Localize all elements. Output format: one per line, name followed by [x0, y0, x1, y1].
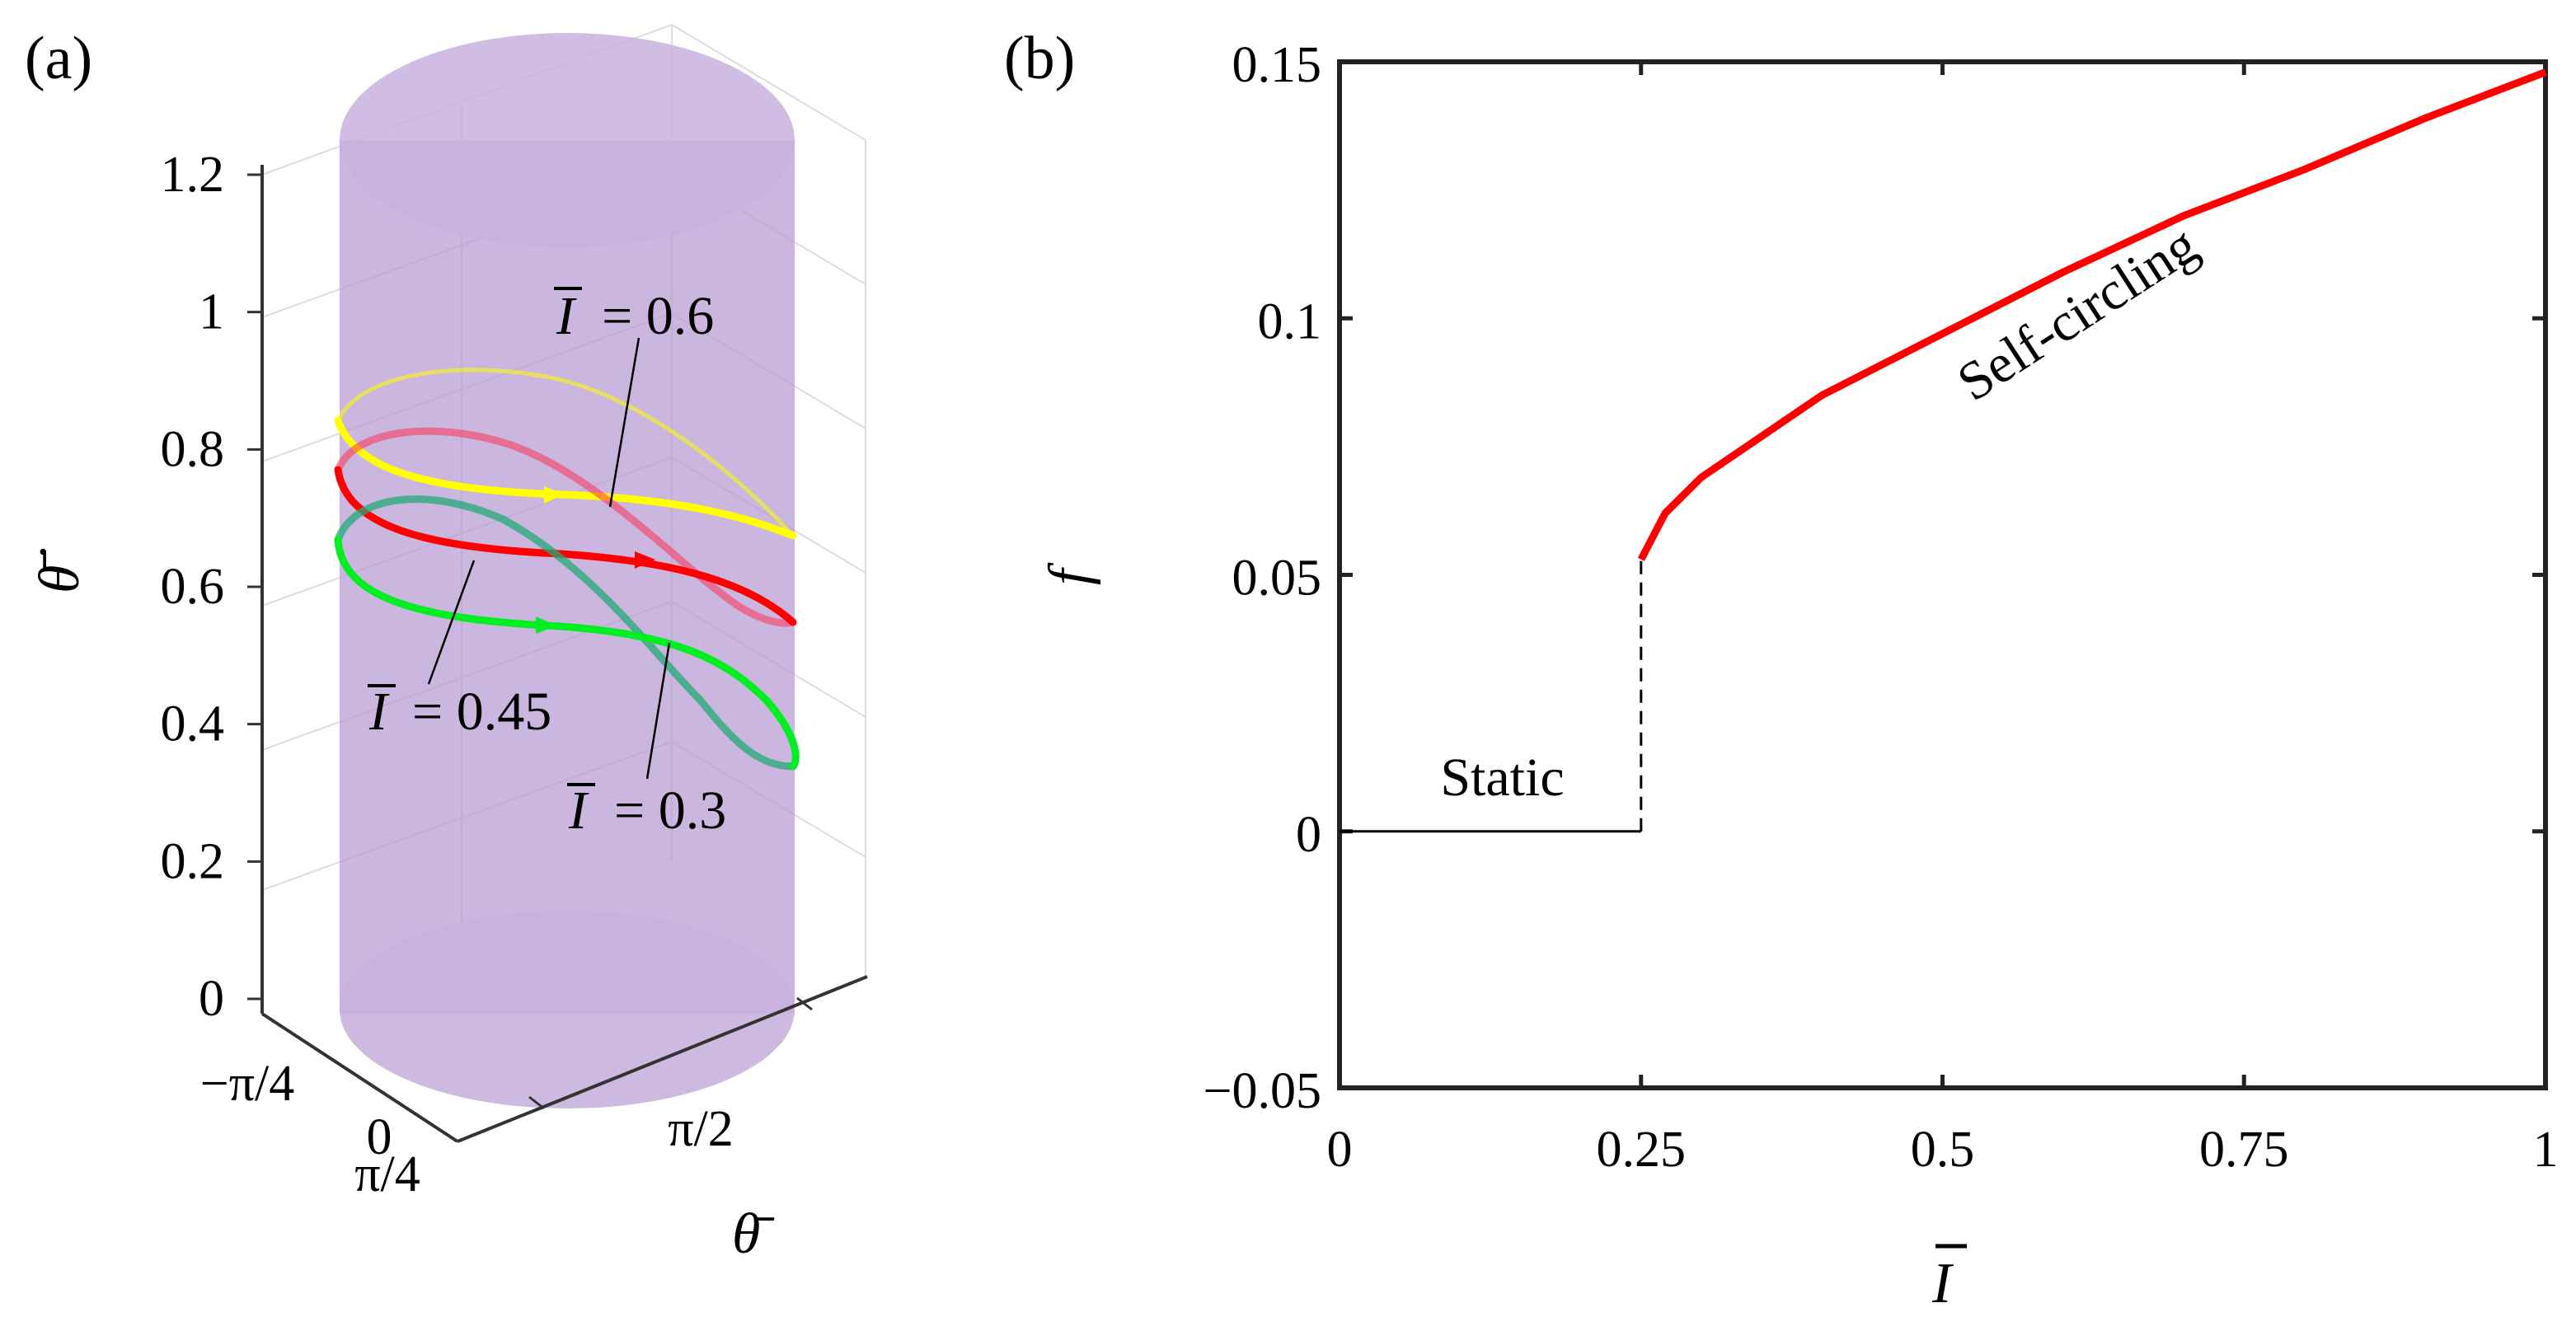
panel-b-label: (b) — [1004, 25, 1075, 92]
z-tick-label: 0.8 — [161, 421, 225, 477]
panel-a-3d-phase-plot: (a) — [25, 24, 868, 1266]
panel-b-series — [1340, 68, 2547, 833]
svg-text:I: I — [568, 780, 589, 841]
trajectory-back-i-0-6 — [335, 368, 795, 538]
panel-a-ticks: 00.20.40.60.811.2−π/40π/4π/2 — [161, 147, 813, 1202]
panel-b-xlabel: I — [1931, 1244, 1967, 1315]
panel-a-xlabel: θ̄ — [732, 1202, 775, 1266]
x-tick-label: 0 — [1327, 1122, 1353, 1178]
svg-text:I: I — [1931, 1252, 1954, 1315]
x-tick-mark — [528, 1095, 545, 1110]
panel-a-trajectories — [334, 368, 800, 771]
x-tick-label: 1 — [2533, 1122, 2559, 1178]
svg-text:= 0.3: = 0.3 — [614, 780, 726, 841]
arrow-i-0-45 — [635, 551, 655, 569]
y-tick-label: −π/4 — [200, 1056, 295, 1112]
label-i-0-45: I = 0.45 — [368, 682, 551, 742]
svg-text:= 0.6: = 0.6 — [602, 286, 714, 346]
y-tick-label: 0 — [1296, 807, 1321, 863]
panel-a-leader-lines — [427, 337, 671, 780]
svg-text:I: I — [368, 682, 390, 742]
series-self-circling — [1637, 68, 2547, 561]
cylinder-surface — [340, 33, 795, 1108]
panel-b-axes-box — [1337, 59, 2548, 1090]
svg-text:I: I — [556, 286, 577, 346]
y-tick-label: 0 — [367, 1109, 392, 1165]
label-i-0-3: I = 0.3 — [567, 780, 726, 841]
arrow-i-0-6 — [544, 486, 565, 504]
x-tick-label: π/2 — [668, 1101, 734, 1157]
z-tick-label: 0.6 — [161, 559, 225, 615]
y-tick-label: 0.1 — [1258, 293, 1322, 349]
z-tick-label: 1 — [199, 284, 224, 340]
x-tick-label: 0.75 — [2199, 1122, 2289, 1178]
x-tick-label: 0.25 — [1597, 1122, 1687, 1178]
trajectory-back-i-0-45 — [334, 427, 797, 627]
z-tick-label: 0.2 — [161, 833, 225, 889]
panel-a-label: (a) — [25, 25, 92, 92]
y-tick-label: 0.15 — [1232, 37, 1322, 93]
x-tick-label: 0.5 — [1911, 1122, 1975, 1178]
panel-a-ylabel: θ̄̇ — [28, 549, 91, 593]
y-tick-label: −0.05 — [1204, 1063, 1321, 1119]
y-tick-label: π/4 — [354, 1146, 420, 1202]
y-tick-label: 0.05 — [1232, 551, 1322, 607]
trajectory-back-i-0-3 — [334, 495, 797, 771]
trajectory-i-0-3 — [334, 536, 800, 771]
z-tick-label: 1.2 — [161, 147, 225, 203]
annotation-static: Static — [1440, 748, 1564, 808]
svg-text:= 0.45: = 0.45 — [412, 682, 551, 742]
x-tick-mark — [796, 996, 813, 1011]
z-tick-label: 0 — [199, 971, 224, 1027]
arrow-i-0-3 — [536, 616, 556, 634]
label-i-0-6: I = 0.6 — [554, 286, 714, 346]
panel-b-ylabel: f — [1038, 562, 1101, 585]
z-tick-label: 0.4 — [161, 696, 225, 752]
panel-a-axes — [260, 165, 868, 1143]
